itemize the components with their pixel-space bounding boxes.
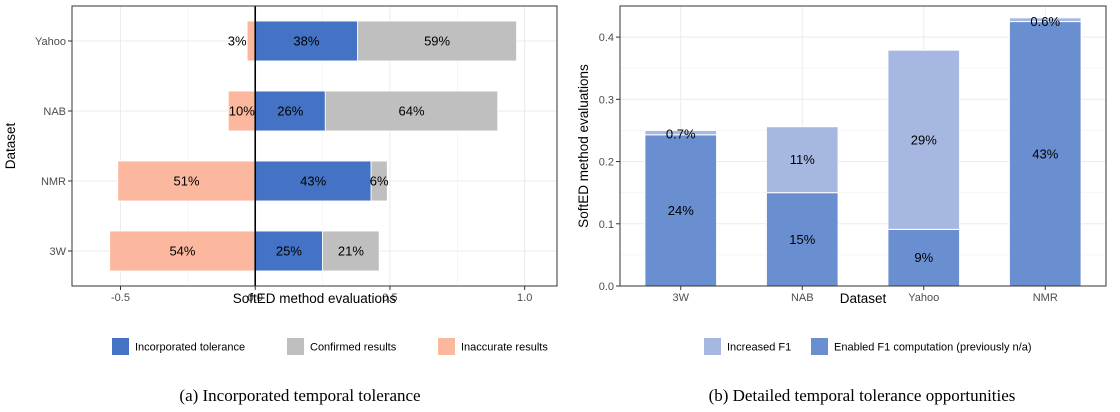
chart-b-x-tick-label: 3W	[673, 292, 690, 304]
chart-a-bar-label: 54%	[169, 244, 195, 259]
chart-a-bar-label: 3%	[228, 34, 247, 49]
chart-a-bar-label: 6%	[370, 174, 389, 189]
chart-b-bar-label: 24%	[668, 203, 694, 218]
chart-b-bar-increased-f1-nab	[765, 126, 839, 194]
chart-a-bars	[109, 20, 517, 272]
chart-a-bar-label: 51%	[173, 174, 199, 189]
chart-b-legend-swatch-enabled-f1-computation-previously-n-a	[811, 338, 828, 355]
chart-b-x-ticks: 3W NAB Yahoo NMR	[673, 286, 1058, 304]
chart-b-y-tick-label: 0.3	[599, 94, 614, 106]
chart-b-legend-swatch-increased-f1	[704, 338, 721, 355]
chart-b-bar-increased-f1-yahoo	[887, 49, 961, 230]
chart-a-bar-inaccurate-results-nab	[227, 90, 256, 132]
chart-a-legend-label: Inaccurate results	[461, 342, 548, 354]
chart-a-bar-label: 10%	[229, 104, 255, 119]
chart-a-x-tick-label: 0.0	[248, 292, 263, 304]
chart-b-x-tick-label: NMR	[1033, 292, 1058, 304]
chart-a-legend-label: Incorporated tolerance	[135, 342, 245, 354]
chart-b-caption: (b) Detailed temporal tolerance opportun…	[709, 386, 1016, 405]
chart-b-y-tick-label: 0.0	[599, 281, 614, 293]
chart-b-x-axis-title: Dataset	[840, 291, 887, 306]
chart-a-x-axis-title: SoftED method evaluations	[233, 291, 397, 306]
chart-b-y-tick-label: 0.2	[599, 157, 614, 169]
chart-a-legend-label: Confirmed results	[310, 342, 397, 354]
chart-b-panel-border	[619, 5, 1107, 287]
chart-a-bar-inaccurate-results-3w	[109, 230, 256, 272]
chart-b-bar-label: 0.7%	[666, 126, 696, 141]
chart-b-y-axis-title: SoftED method evaluations	[576, 64, 591, 228]
chart-b-bar-increased-f1-3w	[644, 129, 718, 136]
chart-a-y-tick-label: NAB	[43, 106, 66, 118]
chart-b-y-tick-label: 0.4	[599, 32, 614, 44]
chart-a-bar-labels: 25% 21% 54% 43% 6% 51% 26% 64% 10% 38% 59% 3%	[169, 34, 450, 259]
chart-b-bar-label: 43%	[1032, 146, 1058, 161]
chart-b-x-tick-label: Yahoo	[908, 292, 939, 304]
chart-b-y-ticks: 0.0 0.1 0.2 0.3 0.4	[599, 32, 620, 293]
chart-b-bar-label: 0.6%	[1030, 14, 1060, 29]
chart-a-bar-label: 64%	[398, 104, 424, 119]
chart-b-bar-label: 29%	[911, 132, 937, 147]
chart-b-x-tick-label: NAB	[791, 292, 814, 304]
chart-a-bar-label: 59%	[424, 34, 450, 49]
chart-b-bar-label: 11%	[790, 152, 815, 167]
chart-a-x-tick-label: 1.0	[517, 292, 532, 304]
chart-a-bar-label: 25%	[276, 244, 302, 259]
chart-a-legend-swatch-confirmed-results	[287, 338, 304, 355]
chart-a-panel-border	[71, 5, 558, 287]
chart-a-bar-confirmed-results-3w	[322, 230, 380, 272]
chart-b-bar-enabled-f1-computation-previously-n-a-3w	[644, 134, 718, 287]
chart-a-caption: (a) Incorporated temporal tolerance	[179, 386, 420, 405]
chart-a-bar-confirmed-results-nab	[324, 90, 499, 132]
chart-b-legend-label: Increased F1	[727, 342, 791, 354]
chart-a-bar-label: 38%	[293, 34, 319, 49]
chart-a-bar-label: 26%	[277, 104, 303, 119]
chart-b-bar-labels: 24% 0.7% 15% 11% 9% 29% 43% 0.6%	[666, 14, 1061, 265]
chart-a-y-tick-label: 3W	[50, 246, 67, 258]
chart-a-y-axis-title: Dataset	[3, 122, 18, 169]
chart-a-bar-incorporated-tolerance-nab	[254, 90, 326, 132]
chart-a-bar-label: 21%	[338, 244, 364, 259]
chart-a-x-tick-label: -0.5	[111, 292, 130, 304]
chart-a-x-tick-label: 0.5	[382, 292, 397, 304]
chart-b-bar-increased-f1-nmr	[1008, 17, 1082, 23]
chart-b-legend: Increased F1 Enabled F1 computation (prev…	[704, 338, 1032, 355]
chart-a-y-tick-label: NMR	[41, 176, 66, 188]
chart-a-y-tick-label: Yahoo	[35, 36, 66, 48]
chart-a-legend-swatch-incorporated-tolerance	[112, 338, 129, 355]
chart-a-incorporated-tolerance: 25% 21% 54% 43% 6% 51% 26% 64% 10% 38% 59% 3% -0.5 0…	[3, 5, 558, 405]
chart-b-bar-enabled-f1-computation-previously-n-a-yahoo	[887, 228, 961, 287]
chart-b-legend-label: Enabled F1 computation (previously n/a)	[834, 342, 1032, 354]
chart-a-legend: Incorporated tolerance Confirmed results I…	[112, 338, 548, 355]
chart-a-x-ticks: -0.5 0.0 0.5 1.0	[111, 286, 532, 304]
chart-a-bar-inaccurate-results-yahoo	[246, 20, 256, 62]
chart-a-y-ticks: 3W NMR NAB Yahoo	[35, 36, 72, 258]
chart-b-bar-label: 15%	[789, 232, 815, 247]
chart-b-bar-enabled-f1-computation-previously-n-a-nab	[765, 192, 839, 287]
chart-b-bar-label: 9%	[914, 250, 933, 265]
chart-b-bars	[644, 17, 1082, 287]
chart-b-detailed-tolerance: 24%0.7%15%11%9%29%43%0.6% 3W NAB Yahoo NMR …	[576, 5, 1107, 405]
chart-a-bar-label: 43%	[300, 174, 326, 189]
chart-a-bar-incorporated-tolerance-yahoo	[254, 20, 359, 62]
chart-a-bar-confirmed-results-yahoo	[357, 20, 517, 62]
chart-a-legend-swatch-inaccurate-results	[438, 338, 455, 355]
chart-a-bar-confirmed-results-nmr	[370, 160, 388, 202]
chart-b-y-tick-label: 0.1	[599, 219, 614, 231]
